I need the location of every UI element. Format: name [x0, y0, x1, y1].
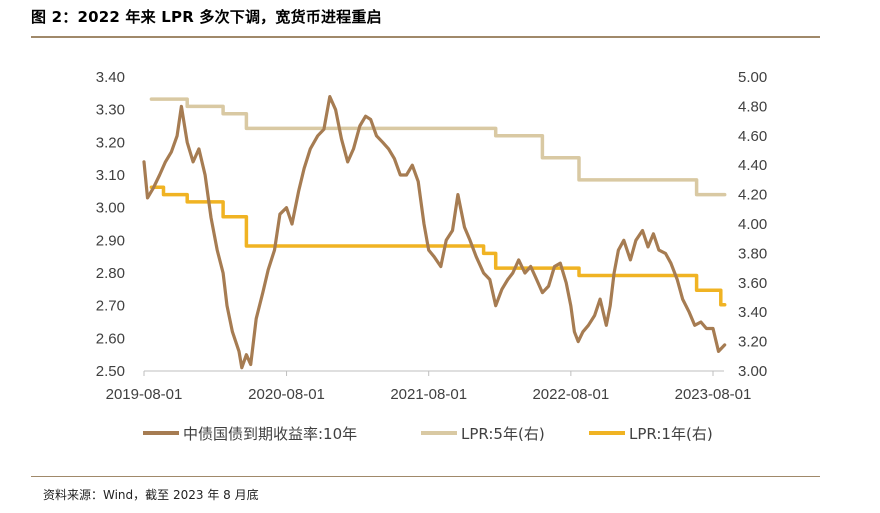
x-tick-label: 2022-08-01 — [532, 386, 609, 403]
series-line-2 — [149, 185, 727, 307]
y-right-tick-label: 3.00 — [738, 363, 767, 380]
y-left-tick-label: 3.30 — [96, 102, 125, 119]
y-right-tick-label: 3.80 — [738, 245, 767, 262]
x-tick-label: 2021-08-01 — [390, 386, 467, 403]
source-rule — [31, 476, 820, 477]
x-tick-label: 2019-08-01 — [106, 386, 183, 403]
x-tick-label: 2020-08-01 — [248, 386, 325, 403]
y-right-tick-label: 3.60 — [738, 275, 767, 292]
y-right-tick-label: 3.20 — [738, 334, 767, 351]
y-left-tick-label: 2.70 — [96, 298, 125, 315]
y-right-tick-label: 5.00 — [738, 69, 767, 86]
title-rule — [31, 36, 820, 38]
chart-title: 图 2：2022 年来 LPR 多次下调，宽货币进程重启 — [31, 8, 382, 26]
x-tick-label: 2023-08-01 — [675, 386, 752, 403]
y-left-tick-label: 2.60 — [96, 330, 125, 347]
y-right-tick-label: 4.00 — [738, 216, 767, 233]
chart-svg: 2.50 2.60 2.70 2.80 2.90 3.00 3.10 3.20 3.30 3.40… — [96, 69, 767, 443]
legend-label-1: LPR:5年(右) — [461, 425, 545, 443]
x-tick-labels: 2019-08-01 2020-08-01 2021-08-01 2022-08-01… — [106, 371, 752, 403]
y-left-tick-label: 2.50 — [96, 363, 125, 380]
legend: 中债国债到期收益率:10年 LPR:5年(右) LPR:1年(右) — [143, 425, 713, 443]
series-line-1 — [149, 97, 727, 197]
y-left-tick-labels: 2.50 2.60 2.70 2.80 2.90 3.00 3.10 3.20 3.30 3.40 — [96, 69, 125, 380]
y-left-tick-label: 3.00 — [96, 200, 125, 217]
series-line-0 — [142, 95, 727, 370]
legend-label-2: LPR:1年(右) — [629, 425, 713, 443]
y-left-tick-label: 3.10 — [96, 167, 125, 184]
y-left-tick-label: 2.90 — [96, 232, 125, 249]
source-note: 资料来源：Wind，截至 2023 年 8 月底 — [43, 488, 259, 502]
y-left-tick-label: 3.20 — [96, 134, 125, 151]
y-right-tick-labels: 3.00 3.20 3.40 3.60 3.80 4.00 4.20 4.40 4.60 4.80… — [738, 69, 767, 380]
y-left-tick-label: 2.80 — [96, 265, 125, 282]
y-right-tick-label: 4.80 — [738, 98, 767, 115]
y-right-tick-label: 4.20 — [738, 187, 767, 204]
y-right-tick-label: 4.40 — [738, 157, 767, 174]
legend-label-0: 中债国债到期收益率:10年 — [183, 425, 357, 443]
y-left-tick-label: 3.40 — [96, 69, 125, 86]
series-lines — [142, 95, 727, 370]
y-right-tick-label: 3.40 — [738, 304, 767, 321]
y-right-tick-label: 4.60 — [738, 128, 767, 145]
